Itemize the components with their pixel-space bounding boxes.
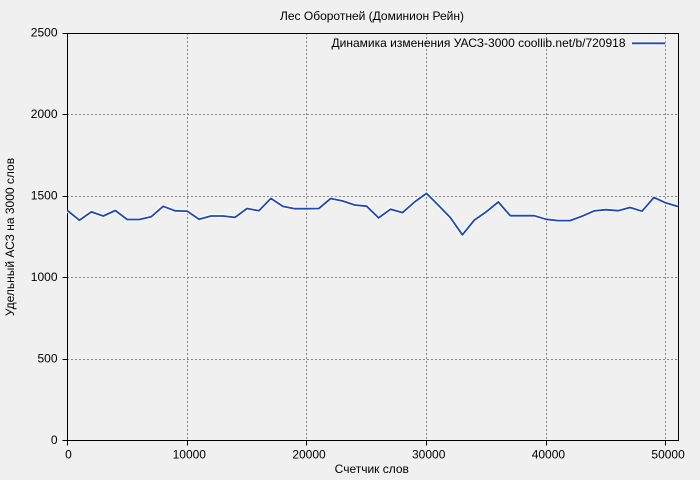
svg-text:Удельный АСЗ на 3000 слов: Удельный АСЗ на 3000 слов <box>3 158 17 316</box>
svg-text:20000: 20000 <box>292 447 326 461</box>
svg-text:1500: 1500 <box>31 189 58 203</box>
svg-text:40000: 40000 <box>532 447 566 461</box>
svg-text:10000: 10000 <box>173 447 207 461</box>
svg-text:30000: 30000 <box>412 447 446 461</box>
svg-text:2000: 2000 <box>31 107 58 121</box>
svg-text:0: 0 <box>65 447 72 461</box>
svg-text:Счетчик слов: Счетчик слов <box>335 462 409 476</box>
svg-text:2500: 2500 <box>31 26 58 40</box>
svg-text:Динамика изменения УАСЗ-3000 c: Динамика изменения УАСЗ-3000 coollib.net… <box>332 36 626 50</box>
svg-text:Лес Оборотней (Доминион Рейн): Лес Оборотней (Доминион Рейн) <box>280 9 464 23</box>
svg-text:1000: 1000 <box>31 270 58 284</box>
svg-text:0: 0 <box>51 433 58 447</box>
svg-text:50000: 50000 <box>651 447 685 461</box>
svg-text:500: 500 <box>37 352 57 366</box>
